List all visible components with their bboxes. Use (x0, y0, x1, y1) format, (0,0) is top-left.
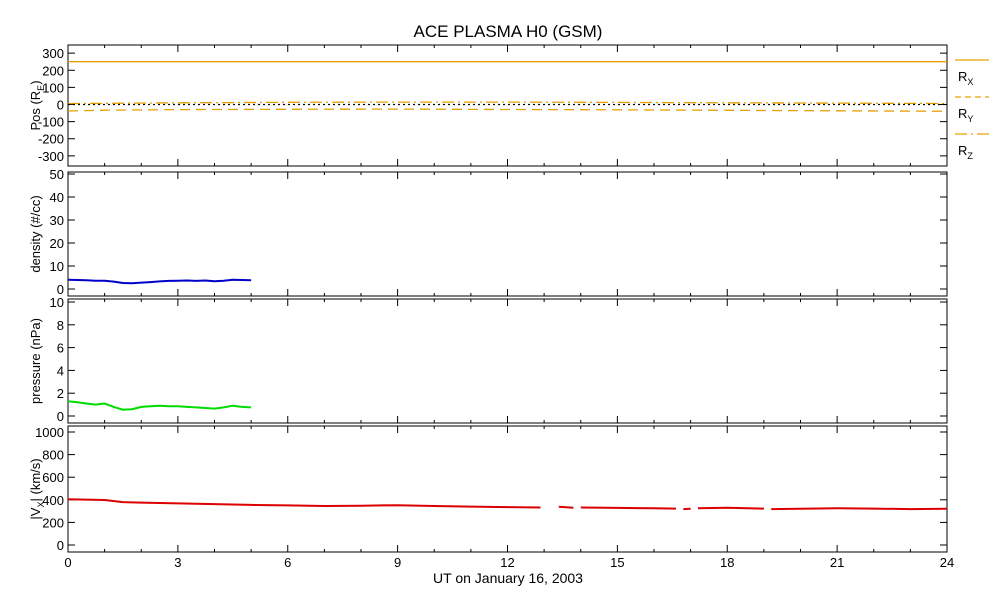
pressure-ytick-label: 0 (57, 409, 64, 424)
velocity-series-line-segment (558, 505, 574, 509)
density-ytick-label: 40 (50, 190, 64, 205)
legend-label-x: RX (958, 69, 973, 87)
x-tick-label: 21 (830, 555, 844, 570)
x-tick-label: 24 (940, 555, 954, 570)
position-frame (67, 44, 948, 167)
velocity-frame (67, 425, 948, 553)
x-tick-label: 18 (720, 555, 734, 570)
density-ytick-label: 50 (50, 167, 64, 182)
position-ytick-label: 300 (42, 46, 64, 61)
density-ylabel: density (#/cc) (28, 195, 43, 272)
velocity-ytick-label: 600 (42, 470, 64, 485)
velocity-ytick-label: 0 (57, 538, 64, 553)
position-ytick-label: -200 (38, 132, 64, 147)
density-ytick-label: 10 (50, 259, 64, 274)
position-ytick-label: -300 (38, 149, 64, 164)
density-series-line (67, 278, 252, 285)
velocity-series-line-segment (771, 507, 948, 511)
x-tick-label: 9 (394, 555, 401, 570)
density-ytick-label: 0 (57, 282, 64, 297)
legend-label-y: RY (958, 106, 973, 124)
density-panel: 50 40 30 20 10 0 density (#/cc) (28, 167, 948, 297)
position-series-ry (67, 108, 948, 112)
x-tick-label: 12 (500, 555, 514, 570)
velocity-ytick-label: 200 (42, 515, 64, 530)
position-ytick-label: -100 (38, 115, 64, 130)
position-panel: 300 200 100 0 -100 -200 -300 Pos (RE) (28, 44, 948, 167)
x-tick-label: 0 (64, 555, 71, 570)
position-ylabel: Pos (RE) (28, 80, 46, 130)
chart-title: ACE PLASMA H0 (GSM) (414, 22, 603, 41)
position-ytick-label: 0 (57, 98, 64, 113)
velocity-series-line-segment (580, 506, 677, 510)
velocity-series-line-segment (67, 498, 541, 509)
density-ytick-label: 30 (50, 213, 64, 228)
pressure-ytick-label: 2 (57, 386, 64, 401)
position-ytick-label: 100 (42, 80, 64, 95)
pressure-series-line (67, 400, 252, 411)
pressure-frame (67, 298, 948, 424)
density-frame (67, 171, 948, 297)
pressure-ytick-label: 10 (50, 295, 64, 310)
velocity-ytick-label: 400 (42, 493, 64, 508)
pressure-ytick-label: 4 (57, 363, 64, 378)
velocity-ytick-label: 1000 (35, 425, 64, 440)
x-tick-label: 15 (610, 555, 624, 570)
legend: RX RY RZ (955, 59, 989, 161)
velocity-panel: 1000 800 600 400 200 0 |VX| (km/s) (28, 425, 948, 553)
pressure-panel: 10 8 6 4 2 0 pressure (nPa) (28, 295, 948, 424)
pressure-ytick-label: 8 (57, 318, 64, 333)
velocity-ytick-label: 800 (42, 448, 64, 463)
x-tick-label: 6 (284, 555, 291, 570)
velocity-series-line-segment (697, 506, 764, 510)
pressure-ytick-label: 6 (57, 341, 64, 356)
density-ytick-label: 20 (50, 236, 64, 251)
legend-label-z: RZ (958, 143, 973, 161)
x-tick-label: 3 (174, 555, 181, 570)
pressure-ylabel: pressure (nPa) (28, 318, 43, 404)
x-axis-label: UT on January 16, 2003 (433, 570, 583, 586)
position-series-rz (67, 101, 948, 105)
position-ytick-label: 200 (42, 63, 64, 78)
velocity-ylabel: |VX| (km/s) (28, 458, 46, 519)
